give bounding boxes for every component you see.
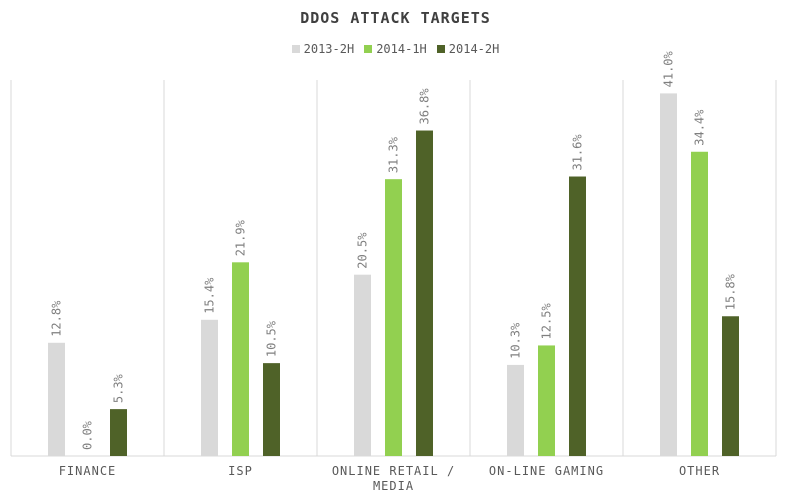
legend-swatch	[436, 45, 445, 53]
category-label: OTHER	[679, 464, 720, 478]
data-label: 41.0%	[662, 50, 676, 87]
category-label: ONLINE RETAIL / MEDIA	[332, 464, 455, 493]
data-label: 34.4%	[693, 109, 707, 146]
bar-2013-2H-FINANCE	[48, 342, 65, 456]
data-label: 31.3%	[387, 136, 401, 173]
legend-item-2013-2H: 2013-2H	[291, 42, 355, 56]
category-label: ON-LINE GAMING	[489, 464, 604, 478]
legend-label: 2014-1H	[376, 42, 427, 56]
bar-2014-1H-ONLINE RETAIL / MEDIA	[385, 179, 402, 456]
bar-2014-1H-OTHER	[691, 151, 708, 457]
bar-2013-2H-ISP	[201, 319, 218, 456]
bar-2014-2H-ONLINE RETAIL / MEDIA	[416, 130, 433, 456]
data-label: 15.8%	[724, 273, 738, 310]
bar-2014-2H-ISP	[263, 363, 280, 456]
data-label: 10.5%	[265, 320, 279, 357]
legend-label: 2014-2H	[448, 42, 500, 56]
bar-2013-2H-OTHER	[660, 93, 677, 456]
data-label: 31.6%	[571, 134, 585, 171]
legend-item-2014-2H: 2014-2H	[436, 42, 500, 56]
data-label: 5.3%	[112, 373, 126, 403]
legend: 2013-2H 2014-1H 2014-2H	[0, 42, 791, 56]
bar-2013-2H-ON-LINE GAMING	[507, 364, 524, 456]
data-label: 12.8%	[50, 300, 64, 337]
bar-2014-2H-FINANCE	[110, 409, 127, 456]
chart-title: DDOS ATTACK TARGETS	[300, 9, 491, 27]
bar-2014-1H-ON-LINE GAMING	[538, 345, 555, 456]
category-label: ISP	[228, 464, 253, 478]
legend-swatch	[291, 45, 300, 53]
legend-item-2014-1H: 2014-1H	[364, 42, 427, 56]
data-label: 12.5%	[540, 303, 554, 340]
legend-swatch	[364, 45, 373, 53]
bar-2014-1H-ISP	[232, 262, 249, 456]
data-label: 20.5%	[356, 232, 370, 269]
data-label: 36.8%	[418, 88, 432, 125]
bar-2014-2H-ON-LINE GAMING	[569, 176, 586, 456]
category-label: FINANCE	[59, 464, 117, 478]
data-label: 21.9%	[234, 219, 248, 256]
legend-label: 2013-2H	[303, 42, 355, 56]
bar-2014-2H-OTHER	[722, 316, 739, 456]
data-label: 15.4%	[203, 277, 217, 314]
bar-2013-2H-ONLINE RETAIL / MEDIA	[354, 274, 371, 456]
data-label: 0.0%	[81, 420, 95, 450]
data-label: 10.3%	[509, 322, 523, 359]
